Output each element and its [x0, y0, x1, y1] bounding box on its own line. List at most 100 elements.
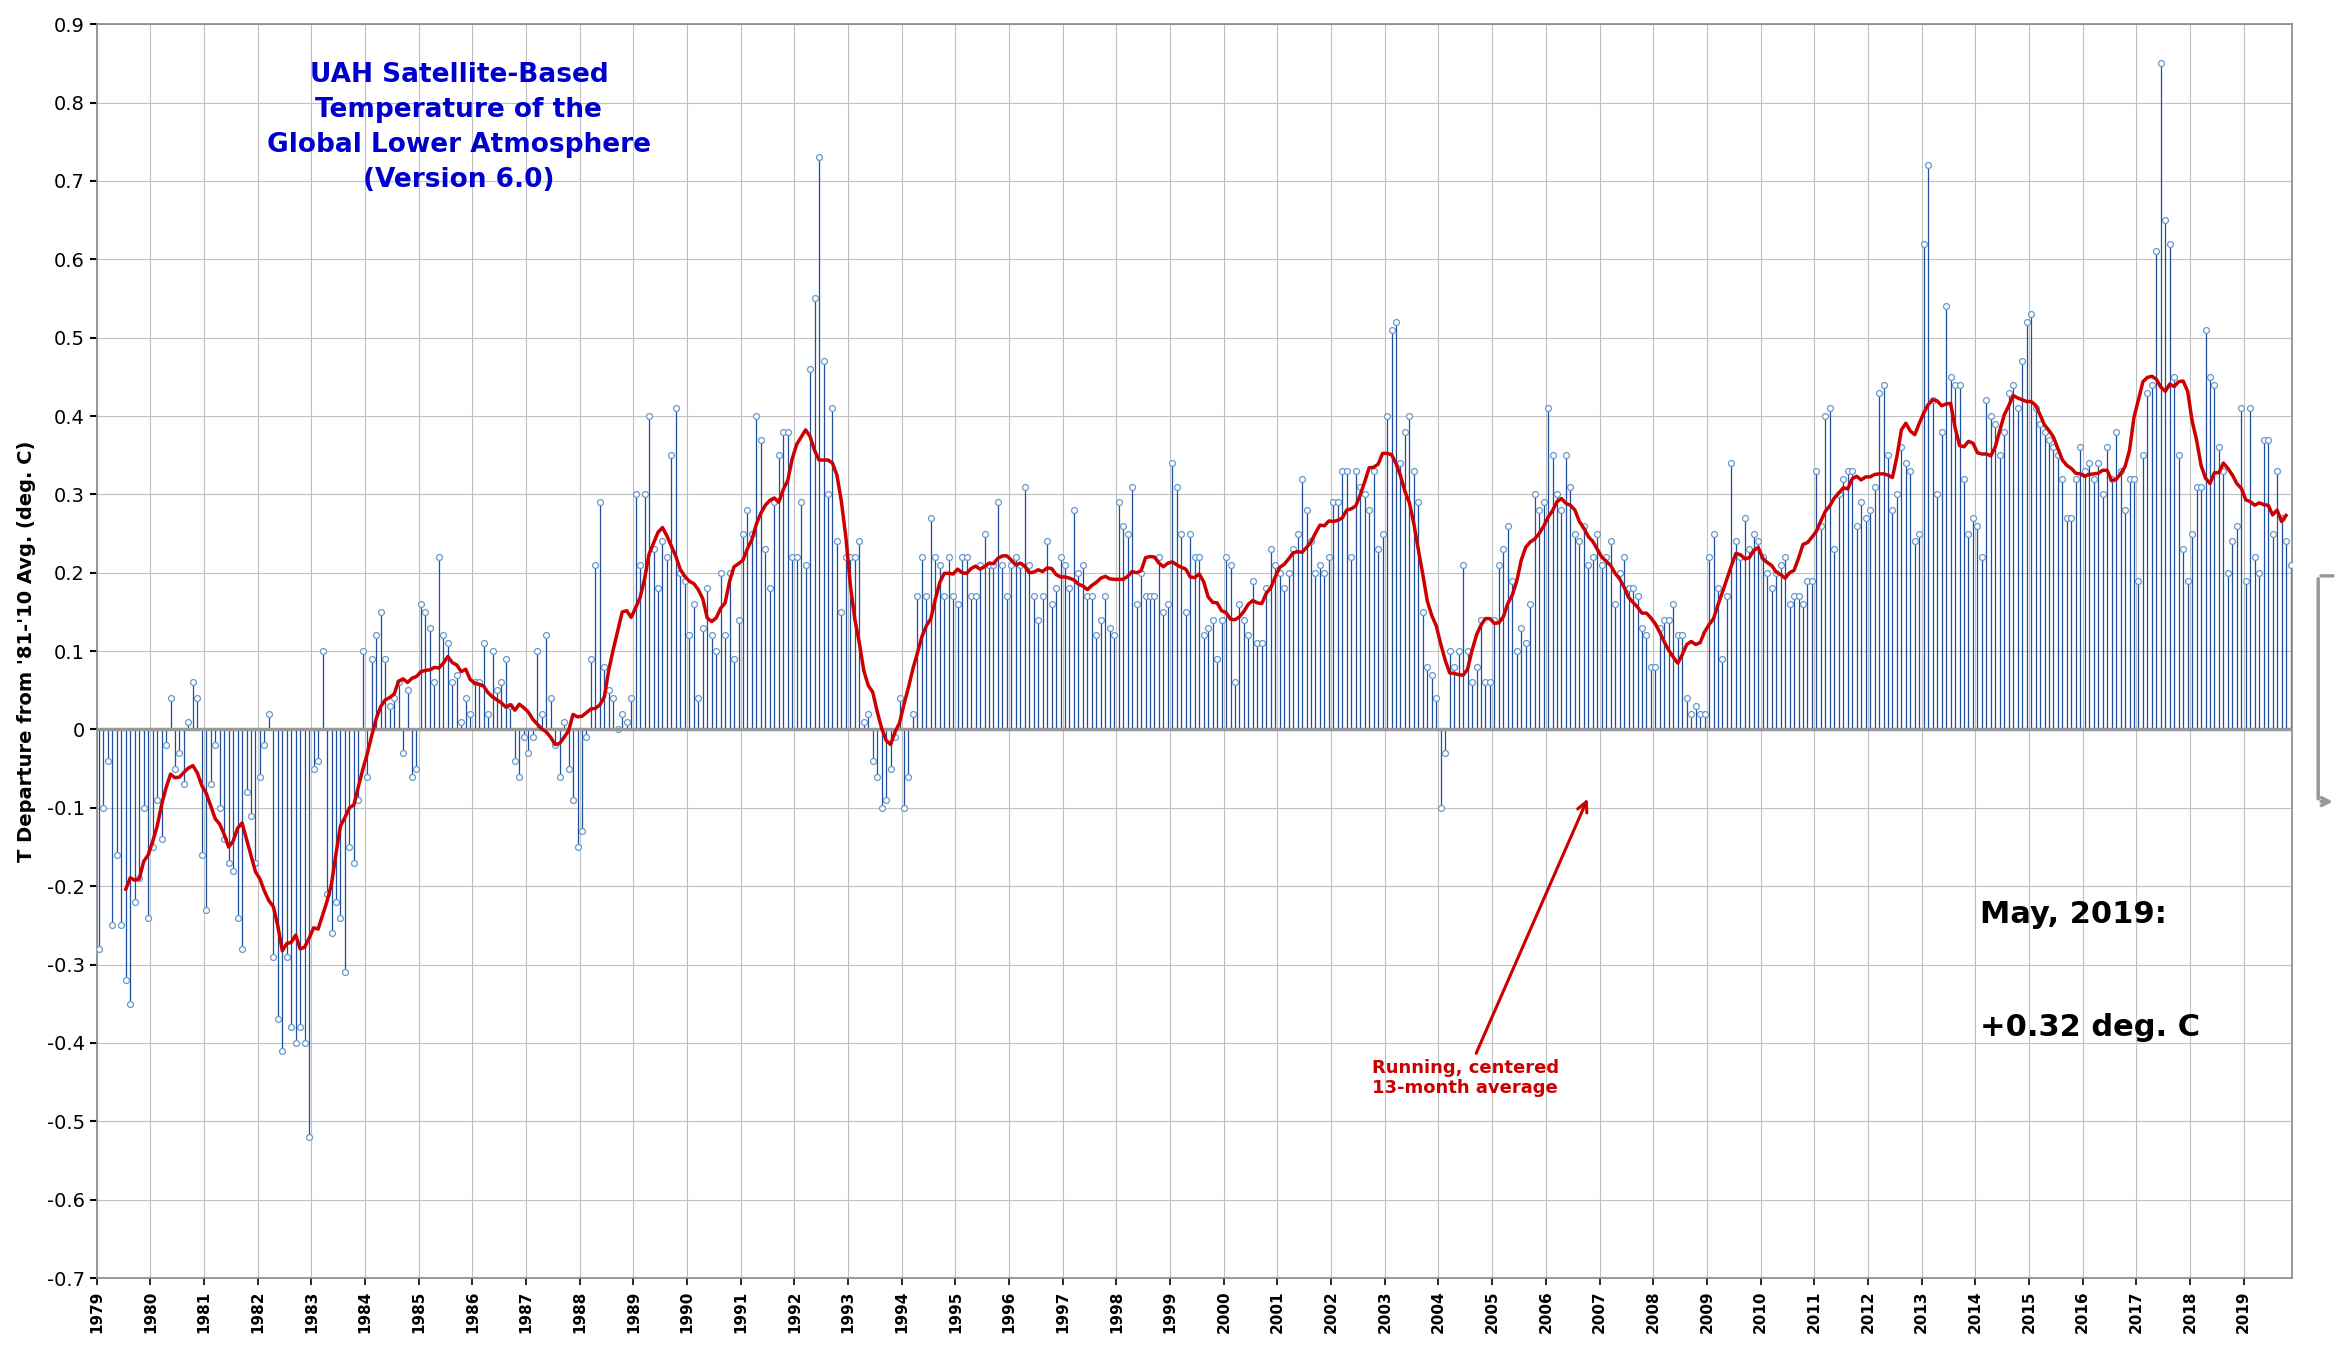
- Point: [894, 703, 931, 725]
- Point: [1413, 664, 1451, 686]
- Point: [1301, 554, 1338, 575]
- Point: [304, 640, 342, 662]
- Point: [917, 547, 955, 568]
- Point: [1909, 154, 1947, 176]
- Point: [1444, 554, 1481, 575]
- Point: [98, 844, 136, 865]
- Point: [1252, 539, 1289, 560]
- Point: [683, 617, 721, 639]
- Point: [1591, 531, 1629, 552]
- Point: [2214, 531, 2251, 552]
- Point: [618, 483, 655, 505]
- Point: [2087, 436, 2125, 458]
- Point: [2146, 209, 2183, 231]
- Point: [536, 734, 573, 756]
- Point: [417, 672, 454, 694]
- Point: [80, 938, 117, 960]
- Text: UAH Satellite-Based
Temperature of the
Global Lower Atmosphere
(Version 6.0): UAH Satellite-Based Temperature of the G…: [267, 62, 651, 193]
- Point: [161, 743, 199, 764]
- Point: [1055, 500, 1093, 521]
- Point: [143, 829, 180, 850]
- Point: [1870, 444, 1907, 466]
- Point: [524, 703, 562, 725]
- Point: [119, 868, 157, 890]
- Point: [1516, 483, 1554, 505]
- Point: [510, 743, 548, 764]
- Point: [157, 757, 194, 779]
- Point: [201, 796, 239, 818]
- Point: [1526, 491, 1563, 513]
- Point: [220, 907, 257, 929]
- Point: [1266, 578, 1303, 599]
- Point: [1226, 609, 1264, 630]
- Point: [1427, 743, 1465, 764]
- Point: [1636, 656, 1673, 678]
- Point: [1331, 547, 1369, 568]
- Point: [913, 508, 950, 529]
- Point: [1140, 547, 1177, 568]
- Point: [1685, 703, 1722, 725]
- Point: [831, 547, 868, 568]
- Point: [880, 687, 917, 709]
- Point: [1399, 491, 1437, 513]
- Point: [344, 640, 381, 662]
- Point: [1938, 374, 1975, 396]
- Point: [1364, 522, 1402, 544]
- Point: [2218, 514, 2256, 536]
- Point: [1989, 382, 2026, 404]
- Point: [372, 695, 410, 717]
- Point: [1329, 460, 1367, 482]
- Point: [1739, 531, 1776, 552]
- Point: [1856, 475, 1893, 497]
- Point: [1905, 232, 1942, 254]
- Point: [519, 640, 557, 662]
- Point: [1025, 586, 1062, 608]
- Point: [1074, 586, 1111, 608]
- Point: [447, 687, 484, 709]
- Point: [2232, 397, 2270, 418]
- Point: [470, 703, 508, 725]
- Point: [2012, 304, 2050, 325]
- Point: [1580, 522, 1617, 544]
- Point: [1654, 593, 1692, 614]
- Point: [1135, 586, 1172, 608]
- Point: [721, 609, 758, 630]
- Point: [903, 547, 941, 568]
- Point: [1547, 444, 1584, 466]
- Point: [2155, 366, 2193, 387]
- Point: [987, 586, 1025, 608]
- Point: [379, 672, 417, 694]
- Point: [2111, 468, 2148, 490]
- Point: [211, 852, 248, 873]
- Point: [688, 578, 725, 599]
- Point: [2008, 310, 2045, 332]
- Point: [246, 734, 283, 756]
- Point: [934, 586, 971, 608]
- Point: [658, 397, 695, 418]
- Point: [1781, 586, 1818, 608]
- Point: [1346, 483, 1383, 505]
- Point: [1016, 586, 1053, 608]
- Point: [1551, 475, 1589, 497]
- Point: [1811, 397, 1849, 418]
- Point: [94, 914, 131, 936]
- Point: [152, 687, 190, 709]
- Point: [590, 679, 627, 701]
- Point: [264, 1040, 302, 1061]
- Point: [236, 852, 274, 873]
- Point: [765, 421, 803, 443]
- Point: [885, 796, 922, 818]
- Point: [353, 648, 391, 670]
- Point: [178, 687, 215, 709]
- Point: [1046, 554, 1083, 575]
- Point: [873, 757, 910, 779]
- Point: [854, 751, 892, 772]
- Point: [976, 554, 1013, 575]
- Point: [1968, 390, 2005, 412]
- Point: [971, 554, 1009, 575]
- Point: [421, 547, 459, 568]
- Point: [1732, 539, 1769, 560]
- Point: [1439, 640, 1477, 662]
- Point: [255, 946, 292, 968]
- Point: [2204, 460, 2242, 482]
